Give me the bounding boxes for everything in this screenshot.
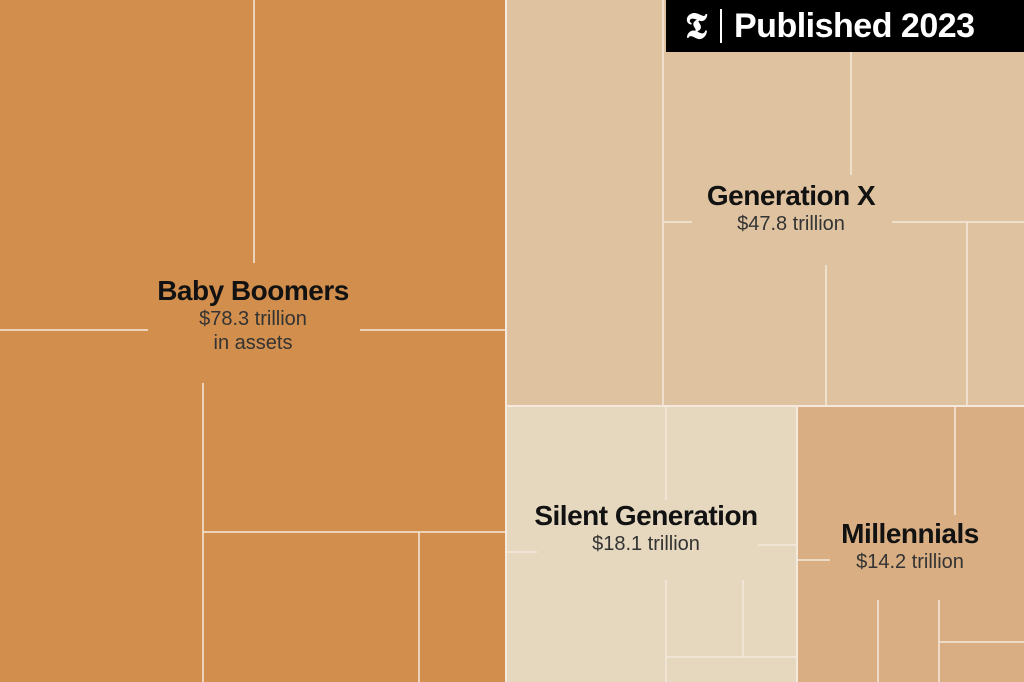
treemap-cell-millennials [797, 406, 1024, 682]
generation-name: Baby Boomers [157, 275, 349, 306]
published-badge: 𝕿 Published 2023 [666, 0, 1024, 52]
treemap-cell-baby-boomers [0, 0, 506, 682]
label-baby-boomers: Baby Boomers $78.3 trillion in assets [157, 275, 349, 355]
generation-value: $47.8 trillion [737, 213, 845, 235]
nyt-t-logo-icon: 𝕿 [684, 5, 708, 46]
generation-value: $14.2 trillion [856, 551, 964, 573]
label-silent-generation: Silent Generation $18.1 trillion [534, 500, 758, 556]
published-text: Published 2023 [734, 6, 975, 45]
generation-value: $18.1 trillion [592, 533, 700, 555]
treemap-cell-generation-x [506, 0, 1024, 406]
treemap-cell-silent-generation [506, 406, 797, 682]
generation-subtitle: in assets [213, 332, 293, 354]
label-generation-x: Generation X $47.8 trillion [706, 180, 876, 236]
generation-name: Silent Generation [534, 500, 758, 531]
generation-name: Millennials [841, 518, 979, 549]
label-millennials: Millennials $14.2 trillion [841, 518, 979, 574]
generation-value: $78.3 trillion [199, 308, 307, 330]
badge-separator [720, 9, 722, 43]
generation-name: Generation X [706, 180, 876, 211]
